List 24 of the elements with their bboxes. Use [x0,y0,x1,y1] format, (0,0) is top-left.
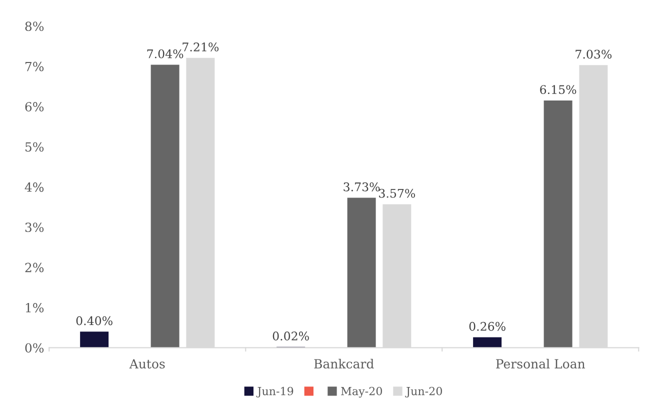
x-tick-label: Personal Loan [496,358,586,369]
y-tick-label: 7% [25,62,44,72]
y-tick-label: 4% [24,182,44,192]
data-label: 3.73% [344,182,380,192]
y-tick-label: 3% [25,222,44,232]
data-label: 7.04% [147,49,184,58]
data-label: 3.57% [379,188,416,198]
legend-label: Jun-20 [405,386,442,398]
y-tick-label: 6% [25,102,44,112]
y-tick-label: 2% [25,262,44,272]
legend-label: Jun-19 [256,386,294,398]
data-label: 0.02% [272,332,309,340]
legend-label: May-20 [341,386,382,398]
data-label: 0.40% [76,316,112,326]
x-tick-label: Bankcard [314,358,374,369]
x-tick-label: Autos [129,359,165,369]
y-tick-label: 8% [25,22,44,32]
y-tick-label: 5% [25,142,44,152]
data-label: 6.15% [540,85,576,94]
data-label: 7.21% [182,42,219,52]
y-tick-label: 0% [25,343,44,353]
data-label: 0.26% [469,322,506,331]
y-tick-label: 1% [26,303,44,312]
data-label: 7.03% [576,50,612,59]
